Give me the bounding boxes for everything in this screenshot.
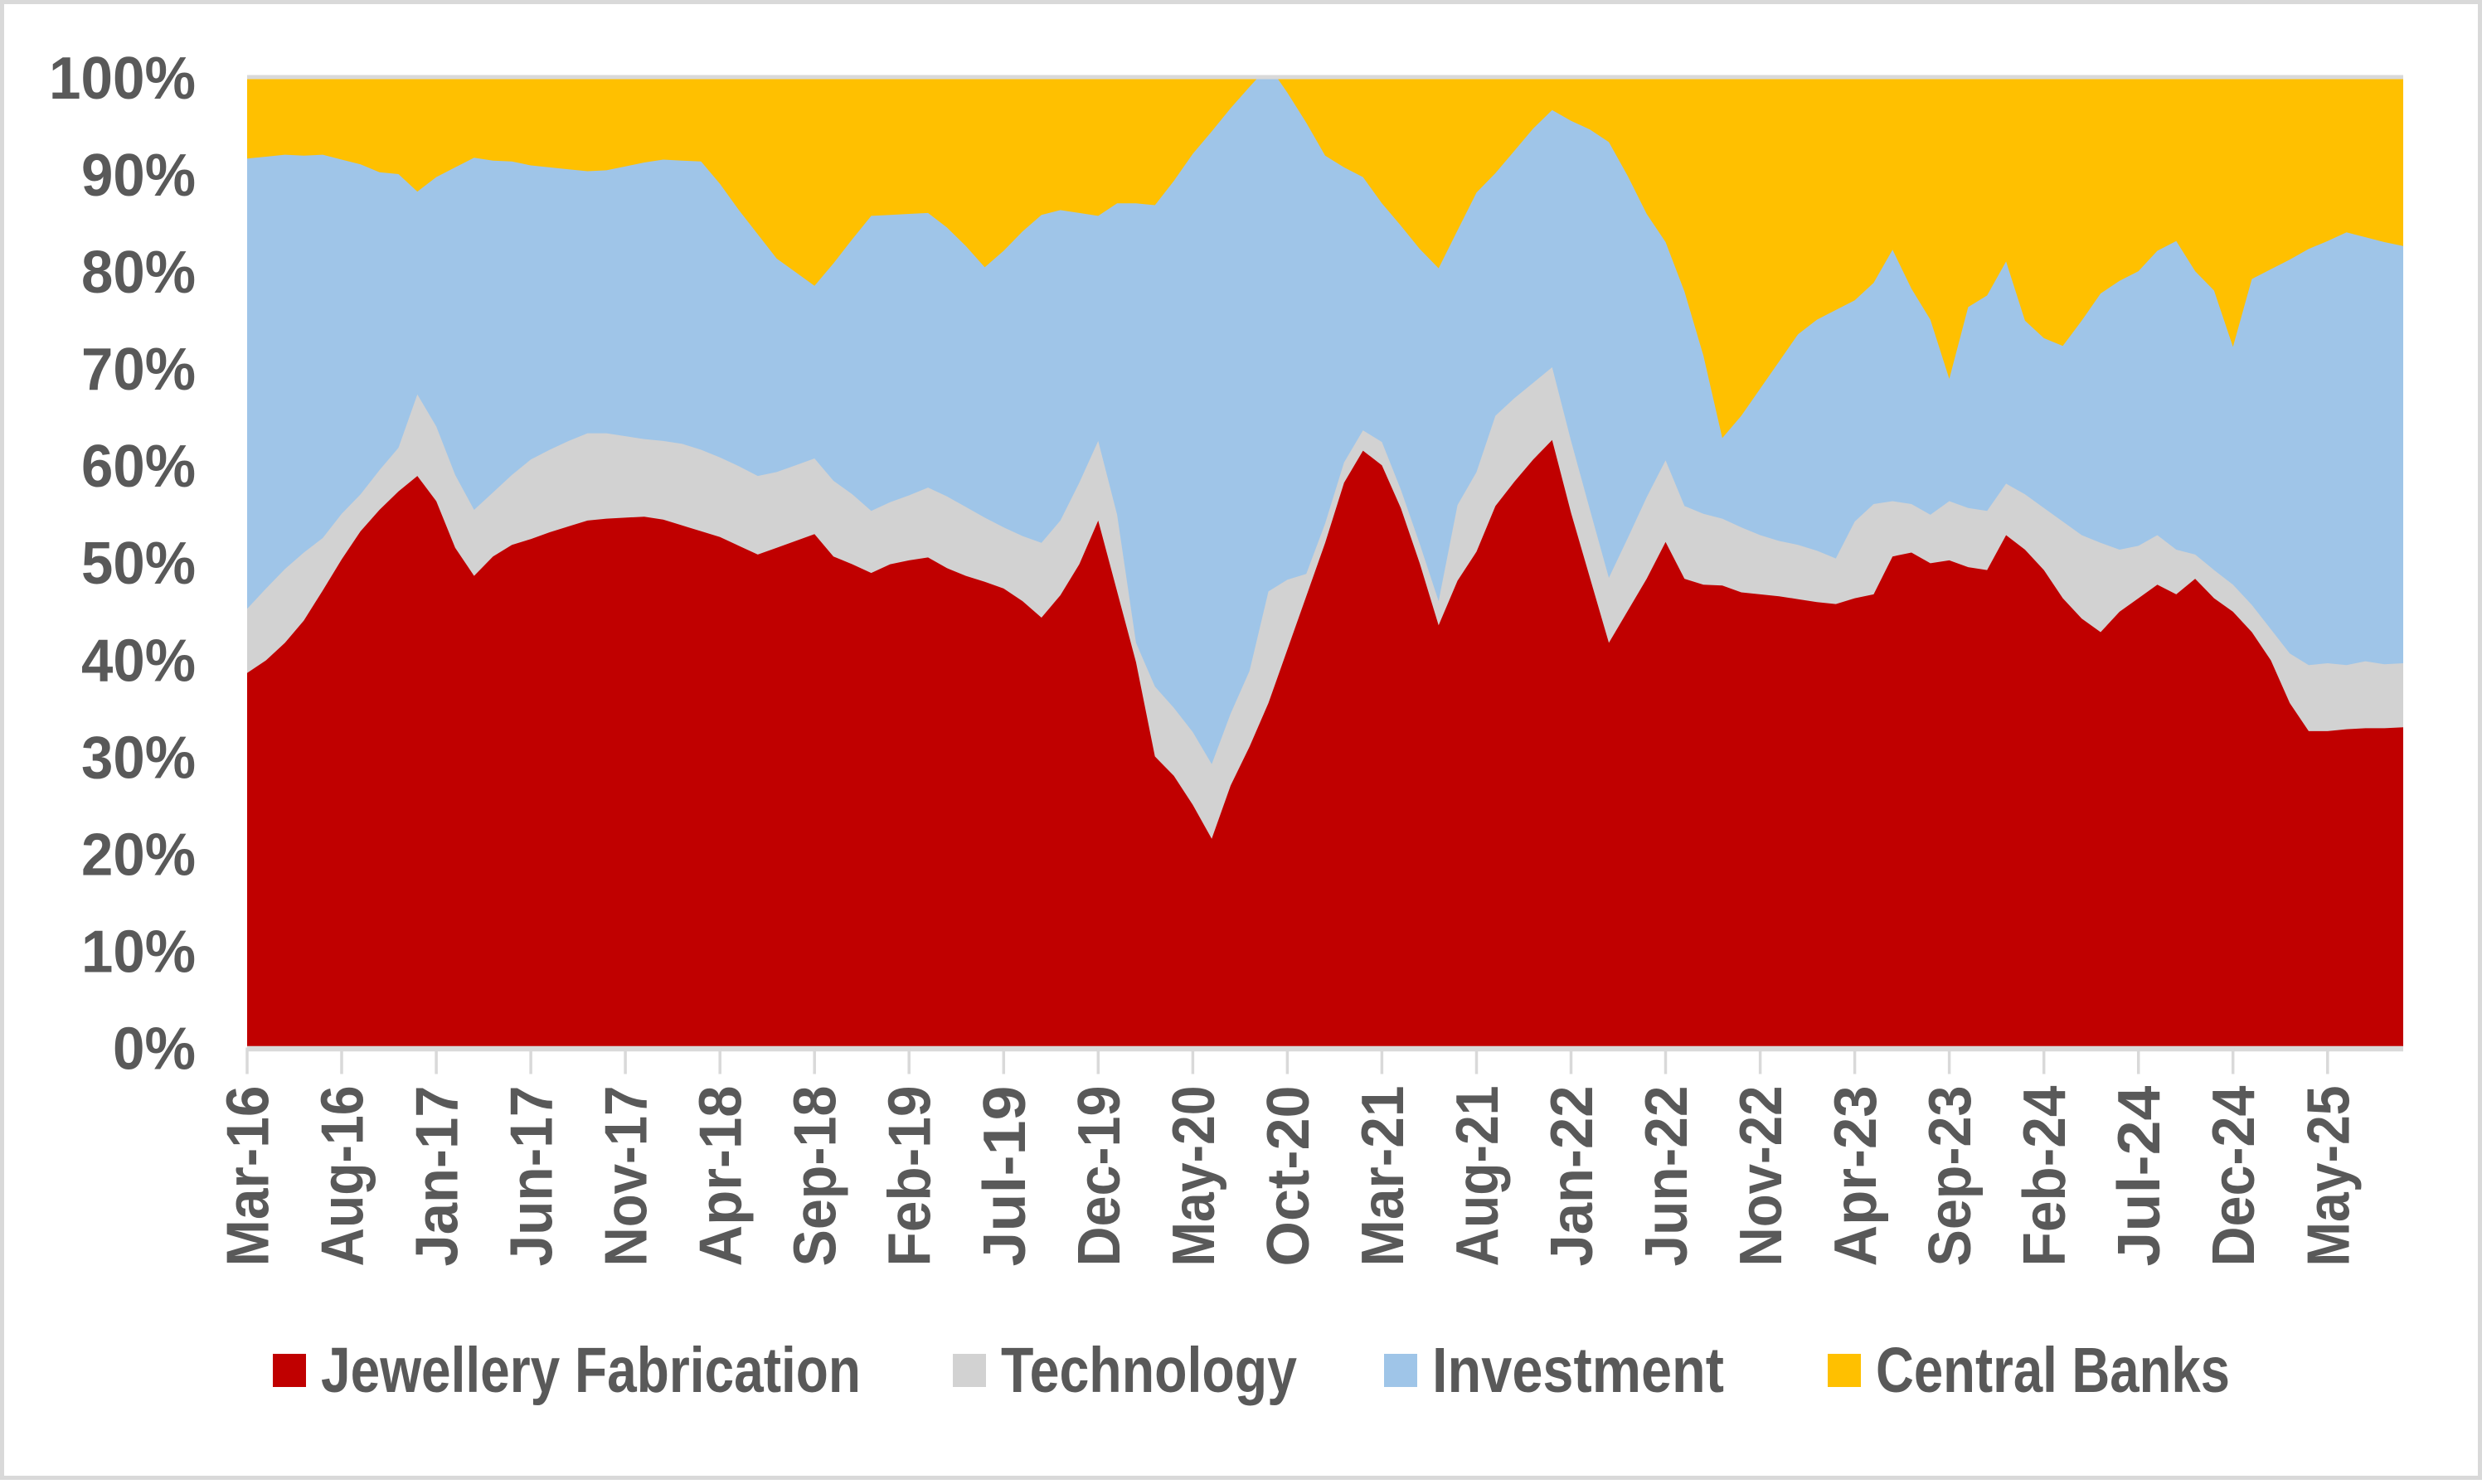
svg-text:Nov-17: Nov-17 [594,1086,660,1267]
svg-text:30%: 30% [81,725,196,791]
svg-text:10%: 10% [81,919,196,986]
svg-text:Jun-22: Jun-22 [1634,1086,1700,1267]
svg-text:May-25: May-25 [2295,1086,2362,1267]
svg-text:Jul-24: Jul-24 [2106,1086,2173,1267]
svg-text:Dec-24: Dec-24 [2201,1086,2267,1267]
svg-text:Jan-22: Jan-22 [1539,1086,1605,1267]
svg-text:70%: 70% [81,337,196,403]
svg-text:Nov-22: Nov-22 [1728,1086,1795,1267]
svg-text:Dec-19: Dec-19 [1066,1086,1133,1267]
svg-text:Apr-18: Apr-18 [688,1086,755,1267]
svg-text:Oct-20: Oct-20 [1256,1086,1322,1267]
svg-text:Investment: Investment [1432,1335,1724,1406]
svg-text:Sep-23: Sep-23 [1917,1086,1984,1267]
svg-text:Mar-16: Mar-16 [216,1086,282,1267]
svg-text:Aug-16: Aug-16 [310,1086,376,1267]
svg-text:20%: 20% [81,822,196,888]
svg-text:50%: 50% [81,531,196,597]
svg-text:Feb-24: Feb-24 [2012,1086,2078,1267]
svg-text:May-20: May-20 [1161,1086,1227,1267]
svg-text:Jun-17: Jun-17 [499,1086,566,1267]
svg-text:Mar-21: Mar-21 [1350,1086,1416,1267]
svg-text:Jewellery Fabrication: Jewellery Fabrication [321,1335,861,1406]
svg-text:Technology: Technology [1001,1335,1297,1406]
svg-text:Apr-23: Apr-23 [1823,1086,1889,1267]
svg-text:Feb-19: Feb-19 [877,1086,944,1267]
svg-text:Aug-21: Aug-21 [1445,1086,1511,1267]
svg-text:60%: 60% [81,434,196,500]
svg-text:Jan-17: Jan-17 [405,1086,471,1267]
svg-text:Sep-18: Sep-18 [783,1086,849,1267]
svg-text:Jul-19: Jul-19 [972,1086,1038,1267]
svg-text:Central Banks: Central Banks [1876,1335,2230,1406]
svg-text:0%: 0% [113,1016,196,1083]
svg-text:40%: 40% [81,628,196,694]
svg-text:100%: 100% [49,46,196,112]
svg-text:80%: 80% [81,240,196,306]
svg-text:90%: 90% [81,143,196,209]
